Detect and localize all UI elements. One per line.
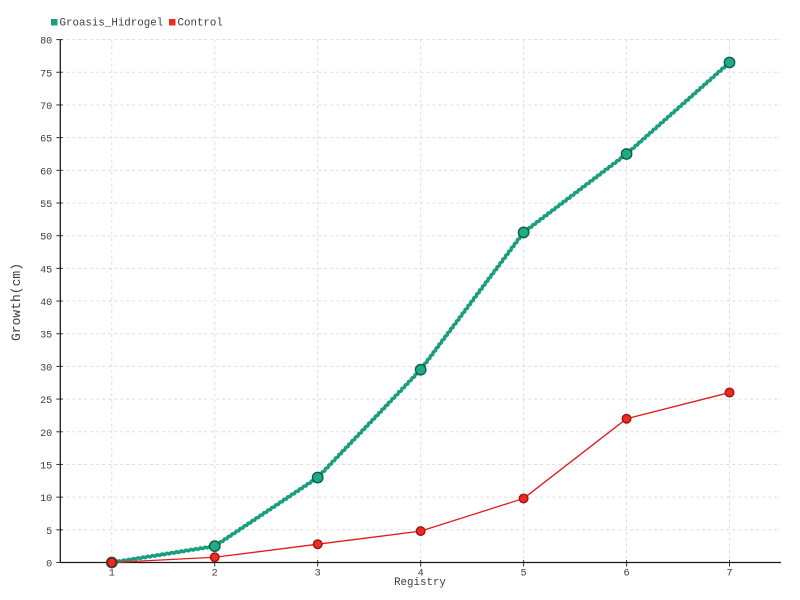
svg-text:25: 25 xyxy=(40,396,52,407)
svg-text:70: 70 xyxy=(40,102,52,113)
svg-text:40: 40 xyxy=(40,298,52,309)
svg-text:Control: Control xyxy=(178,18,223,30)
svg-text:20: 20 xyxy=(40,429,52,440)
svg-text:75: 75 xyxy=(40,69,52,80)
svg-text:45: 45 xyxy=(40,265,52,276)
svg-text:50: 50 xyxy=(40,233,52,244)
svg-text:55: 55 xyxy=(40,200,52,211)
svg-text:2: 2 xyxy=(212,569,218,580)
svg-text:80: 80 xyxy=(40,37,52,48)
svg-text:30: 30 xyxy=(40,363,52,374)
svg-text:3: 3 xyxy=(315,569,321,580)
svg-text:65: 65 xyxy=(40,135,52,146)
svg-text:35: 35 xyxy=(40,331,52,342)
svg-text:15: 15 xyxy=(40,461,52,472)
svg-text:6: 6 xyxy=(624,569,630,580)
svg-text:Registry: Registry xyxy=(394,577,446,589)
svg-text:5: 5 xyxy=(521,569,527,580)
svg-text:Groasis_Hidrogel: Groasis_Hidrogel xyxy=(60,18,164,30)
svg-text:10: 10 xyxy=(40,494,52,505)
svg-text:1: 1 xyxy=(109,569,115,580)
svg-text:Growth(cm): Growth(cm) xyxy=(9,263,24,341)
svg-text:5: 5 xyxy=(46,527,52,538)
svg-text:60: 60 xyxy=(40,167,52,178)
svg-text:0: 0 xyxy=(46,560,52,571)
svg-text:7: 7 xyxy=(726,569,732,580)
